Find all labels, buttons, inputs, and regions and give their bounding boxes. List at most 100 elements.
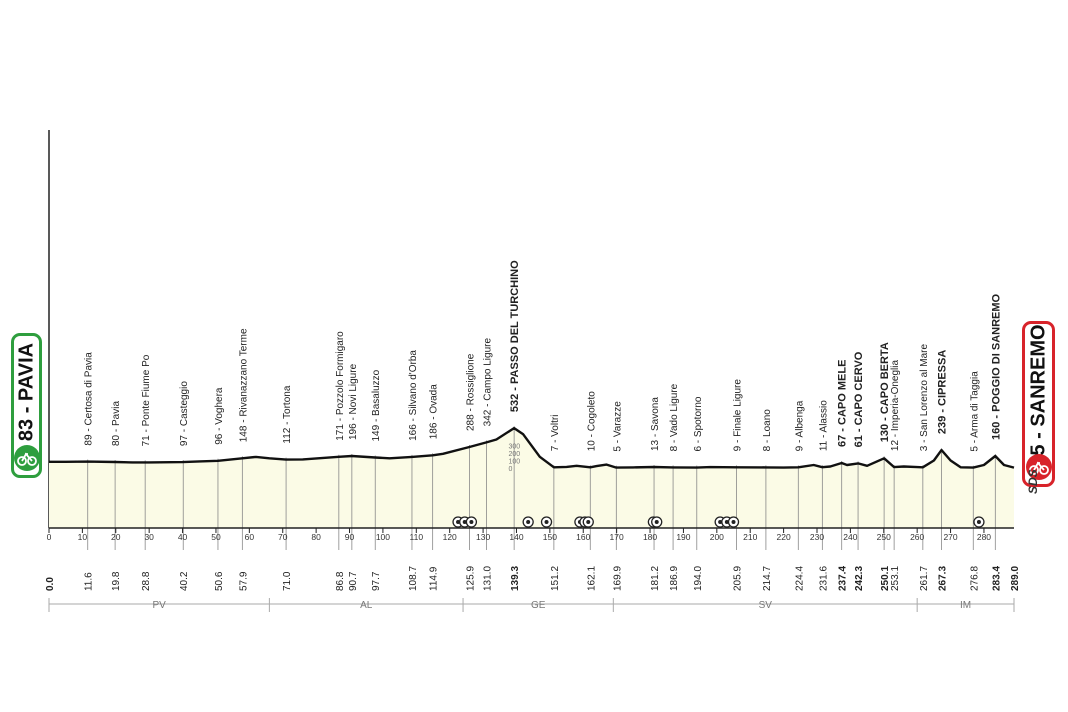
elevation-scale-label: 200 <box>508 451 520 458</box>
km-label: 162.1 <box>586 566 597 591</box>
location-label: 8 - Vado Ligure <box>669 383 680 451</box>
km-label: 28.8 <box>141 571 152 591</box>
start-badge-label: 83 - PAVIA <box>15 342 37 441</box>
service-marker-dot <box>724 520 729 524</box>
x-tick-label: 240 <box>843 532 857 542</box>
location-label: 239 - CIPRESSA <box>937 350 949 434</box>
x-tick-label: 90 <box>345 532 355 542</box>
finish-badge: 5 - SANREMO <box>1022 321 1055 487</box>
x-tick-label: 220 <box>777 532 791 542</box>
location-label: 80 - Pavia <box>111 401 122 446</box>
km-label: 276.8 <box>969 566 980 591</box>
km-label: 71.0 <box>282 571 293 591</box>
km-label: 139.3 <box>510 566 521 591</box>
km-label: 237.4 <box>838 566 849 591</box>
finish-badge-label: 5 - SANREMO <box>1027 324 1049 456</box>
km-label: 86.8 <box>335 571 346 591</box>
sds-logo: SDS <box>1026 469 1040 494</box>
x-tick-label: 170 <box>610 532 624 542</box>
location-label: 130 - CAPO BERTA <box>879 342 891 442</box>
location-label: 171 - Pozzolo Formigaro <box>335 331 346 441</box>
km-label: 40.2 <box>179 571 190 591</box>
km-label: 242.3 <box>854 566 865 591</box>
location-label: 288 - Rossiglione <box>465 353 476 431</box>
x-tick-label: 200 <box>710 532 724 542</box>
x-tick-label: 10 <box>78 532 88 542</box>
x-tick-label: 0 <box>47 532 52 542</box>
location-label: 9 - Albenga <box>794 400 805 451</box>
service-marker-dot <box>462 520 467 524</box>
bicycle-icon <box>13 445 40 471</box>
x-tick-label: 260 <box>910 532 924 542</box>
x-tick-label: 50 <box>211 532 221 542</box>
service-marker-dot <box>526 520 531 524</box>
km-label: 289.0 <box>1010 566 1021 591</box>
x-tick-label: 130 <box>476 532 490 542</box>
x-tick-label: 150 <box>543 532 557 542</box>
location-label: 196 - Novi Ligure <box>348 363 359 440</box>
x-tick-label: 210 <box>743 532 757 542</box>
km-label: 194.0 <box>693 566 704 591</box>
km-label: 57.9 <box>238 571 249 591</box>
service-marker-dot <box>731 520 736 524</box>
elevation-scale-label: 100 <box>508 459 520 466</box>
km-label: 181.2 <box>650 566 661 591</box>
province-label: IM <box>960 600 971 611</box>
service-marker-dot <box>544 520 549 524</box>
location-label: 12 - Imperia-Oneglia <box>890 360 901 452</box>
km-label: 0.0 <box>45 577 56 591</box>
location-label: 148 - Rivanazzano Terme <box>238 328 249 442</box>
location-label: 11 - Alassio <box>818 400 829 451</box>
service-marker-dot <box>469 520 474 524</box>
service-marker-dot <box>586 520 591 524</box>
location-label: 3 - San Lorenzo al Mare <box>919 344 930 452</box>
location-label: 67 - CAPO MELE <box>837 360 849 447</box>
km-label: 151.2 <box>550 566 561 591</box>
km-label: 205.9 <box>733 566 744 591</box>
service-marker-dot <box>718 520 723 524</box>
x-tick-label: 160 <box>576 532 590 542</box>
km-label: 250.1 <box>880 566 891 591</box>
km-label: 214.7 <box>762 566 773 591</box>
location-label: 89 - Certosa di Pavia <box>84 352 95 446</box>
location-label: 10 - Cogoleto <box>586 391 597 451</box>
km-label: 261.7 <box>919 566 930 591</box>
location-label: 7 - Voltri <box>550 415 561 452</box>
km-label: 11.6 <box>84 572 95 591</box>
location-label: 342 - Campo Ligure <box>482 338 493 427</box>
province-label: SV <box>759 600 773 611</box>
elevation-area <box>49 428 1014 528</box>
x-tick-label: 110 <box>410 532 424 542</box>
x-tick-label: 40 <box>178 532 188 542</box>
province-label: AL <box>360 600 373 611</box>
x-tick-label: 30 <box>144 532 154 542</box>
x-tick-label: 120 <box>443 532 457 542</box>
location-label: 13 - Savona <box>650 397 661 451</box>
location-label: 5 - Varazze <box>612 401 623 452</box>
x-tick-label: 280 <box>977 532 991 542</box>
km-label: 125.9 <box>465 566 476 591</box>
x-tick-label: 100 <box>376 532 390 542</box>
location-label: 112 - Tortona <box>282 385 293 443</box>
x-tick-label: 60 <box>245 532 255 542</box>
km-label: 267.3 <box>938 566 949 591</box>
km-label: 90.7 <box>348 571 359 591</box>
location-label: 532 - PASSO DEL TURCHINO <box>509 260 521 412</box>
start-badge: 83 - PAVIA <box>11 333 42 478</box>
km-label: 283.4 <box>991 566 1002 591</box>
location-label: 166 - Silvano d'Orba <box>408 350 419 441</box>
x-tick-label: 190 <box>676 532 690 542</box>
elevation-scale-label: 300 <box>508 444 520 451</box>
km-label: 114.9 <box>429 566 440 591</box>
location-label: 8 - Loano <box>762 409 773 452</box>
x-tick-label: 20 <box>111 532 121 542</box>
location-label: 97 - Casteggio <box>179 381 190 446</box>
km-label: 131.0 <box>482 566 493 591</box>
km-label: 224.4 <box>794 566 805 591</box>
location-label: 61 - CAPO CERVO <box>853 351 865 447</box>
km-label: 253.1 <box>890 566 901 591</box>
location-label: 186 - Ovada <box>429 384 440 439</box>
service-marker-dot <box>654 520 659 524</box>
province-label: PV <box>153 600 167 611</box>
location-label: 6 - Spotorno <box>693 396 704 451</box>
